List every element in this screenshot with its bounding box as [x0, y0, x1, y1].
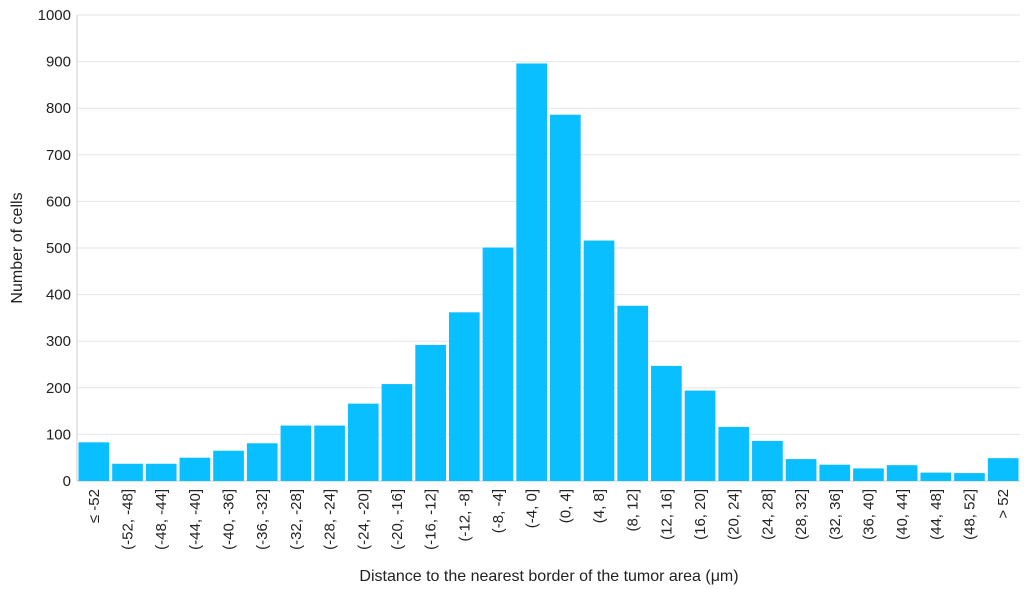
bar — [617, 305, 649, 481]
bar — [78, 442, 110, 481]
bar — [381, 384, 413, 481]
bar — [954, 473, 985, 481]
bar — [853, 468, 884, 481]
bar — [516, 63, 547, 482]
bar — [987, 458, 1019, 481]
x-tick-label: (0, 4] — [557, 489, 574, 523]
x-tick-label: (-52, -48] — [120, 489, 137, 550]
x-tick-label: (-48, -44] — [153, 489, 170, 550]
x-tick-label: (4, 8] — [591, 489, 608, 523]
y-axis-title: Number of cells — [9, 192, 26, 303]
x-tick-label: (28, 32] — [793, 489, 810, 540]
bar — [819, 464, 851, 481]
y-tick-label: 600 — [46, 193, 71, 210]
x-tick-label: (24, 28] — [759, 489, 776, 540]
y-tick-label: 400 — [46, 287, 71, 304]
x-axis-ticks: ≤ -52 (-52, -48] (-48, -44] (-44, -40] (-40,… — [86, 489, 1012, 550]
bar — [583, 240, 615, 481]
bar — [651, 365, 682, 481]
bars — [78, 63, 1019, 482]
x-tick-label: (40, 44] — [894, 489, 911, 540]
y-tick-label: 1000 — [38, 7, 71, 24]
x-tick-label: (-32, -28] — [288, 489, 305, 550]
gridlines — [76, 14, 1020, 482]
x-tick-label: (-24, -20] — [355, 489, 372, 550]
y-tick-label: 200 — [46, 380, 71, 397]
bar — [920, 472, 952, 481]
bar — [550, 114, 581, 481]
y-tick-label: 0 — [63, 473, 71, 490]
x-tick-label: (16, 20] — [692, 489, 709, 540]
y-tick-label: 900 — [46, 54, 71, 71]
y-tick-label: 500 — [46, 240, 71, 257]
y-tick-label: 300 — [46, 333, 71, 350]
bar — [347, 403, 379, 481]
x-tick-label: (-16, -12] — [423, 489, 440, 550]
bar — [213, 450, 244, 481]
bar — [145, 463, 177, 481]
x-tick-label: (-44, -40] — [187, 489, 204, 550]
x-tick-label: (36, 40] — [860, 489, 877, 540]
x-tick-label: (-28, -24] — [322, 489, 339, 550]
x-tick-label: (-12, -8] — [456, 489, 473, 542]
bar — [112, 463, 143, 481]
y-tick-label: 100 — [46, 426, 71, 443]
x-tick-label: (20, 24] — [726, 489, 743, 540]
bar — [684, 390, 716, 481]
x-tick-label: (8, 12] — [625, 489, 642, 532]
bar — [448, 312, 480, 481]
x-axis-title: Distance to the nearest border of the tu… — [359, 568, 738, 585]
x-tick-label: (-40, -36] — [221, 489, 238, 550]
y-tick-label: 800 — [46, 100, 71, 117]
x-tick-label: (-20, -16] — [389, 489, 406, 550]
bar — [718, 426, 750, 481]
bar — [246, 443, 278, 481]
x-tick-label: (-36, -32] — [254, 489, 271, 550]
bar — [752, 440, 783, 481]
x-tick-label: (32, 36] — [827, 489, 844, 540]
bar — [482, 247, 514, 481]
x-tick-label: (44, 48] — [928, 489, 945, 540]
x-tick-label: (12, 16] — [658, 489, 675, 540]
bar — [886, 465, 918, 481]
bar — [415, 344, 446, 481]
x-tick-label: (48, 52] — [961, 489, 978, 540]
y-tick-label: 700 — [46, 147, 71, 164]
x-tick-label: > 52 — [995, 489, 1012, 519]
x-tick-label: ≤ -52 — [86, 489, 103, 523]
bar — [785, 459, 817, 481]
x-tick-label: (-8, -4] — [490, 489, 507, 533]
bar — [280, 425, 312, 481]
bar — [314, 425, 345, 481]
x-tick-label: (-4, 0] — [524, 489, 541, 528]
bar — [179, 457, 211, 481]
y-axis-ticks: 0 100 200 300 400 500 600 700 800 900 1000 — [38, 7, 71, 490]
